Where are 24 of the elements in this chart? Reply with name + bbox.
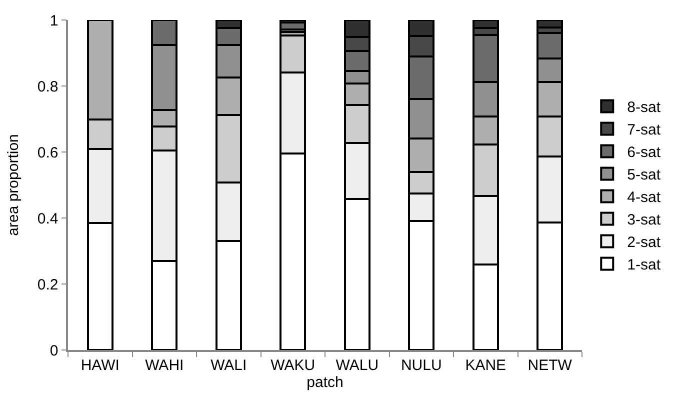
- legend-label: 3-sat: [627, 212, 662, 229]
- y-tick-label: 0.2: [37, 276, 58, 294]
- legend-label: 8-sat: [627, 99, 662, 116]
- x-tick-label: HAWI: [80, 356, 120, 374]
- x-tick-label: NULU: [400, 356, 442, 374]
- x-tick-label: NETW: [528, 356, 573, 374]
- legend-label: 1-sat: [627, 256, 662, 274]
- y-tick-label: 0.6: [37, 144, 58, 162]
- x-tick-label: WALU: [336, 356, 379, 374]
- y-tick-label: 0.4: [37, 210, 58, 228]
- legend-label: 5-sat: [627, 166, 662, 184]
- legend-label: 7-sat: [627, 122, 662, 139]
- x-tick-label: WALI: [210, 356, 247, 374]
- y-tick-label: 1: [50, 12, 58, 30]
- x-tick-label: WAHI: [145, 356, 184, 374]
- legend-label: 4-sat: [627, 189, 662, 206]
- y-tick-label: 0.8: [37, 78, 58, 96]
- legend-label: 6-sat: [627, 144, 662, 162]
- x-axis-title: patch: [306, 374, 344, 391]
- x-tick-label: WAKU: [270, 356, 316, 374]
- legend-label: 2-sat: [627, 234, 662, 252]
- x-tick-label: KANE: [465, 356, 506, 374]
- y-tick-label: 0: [50, 342, 58, 360]
- y-axis-title: area proportion: [5, 134, 22, 236]
